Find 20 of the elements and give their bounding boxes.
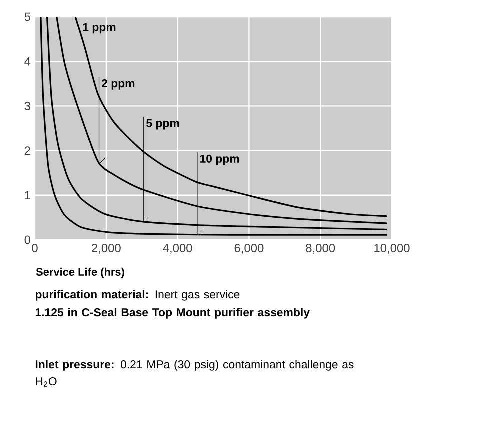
- y-tick-label: 5: [24, 12, 30, 22]
- annotation: 2 ppm: [102, 79, 135, 90]
- x-tick-label: 8,000: [306, 244, 336, 254]
- x-tick-label: 2,000: [92, 244, 121, 254]
- annotation: 10 ppm: [200, 154, 240, 166]
- text: purification material: Inert gas service: [36, 290, 240, 301]
- y-tick-label: 0: [24, 236, 31, 244]
- annotation: 1 ppm: [83, 23, 116, 34]
- y-tick-label: 2: [24, 146, 30, 155]
- x-tick-label: 0: [32, 244, 38, 252]
- x-tick-label: 4,000: [163, 244, 192, 254]
- y-tick-label: 1: [25, 191, 30, 200]
- x-tick-label: 6,000: [234, 244, 264, 254]
- text: Inlet pressure: 0.21 MPa (30 psig) contaminant challenge as H$_{2}$O: [36, 360, 354, 388]
- y-tick-label: 4: [24, 57, 31, 66]
- y-tick-label: 3: [24, 102, 30, 110]
- annotation: 5 ppm: [146, 119, 180, 130]
- x-axis-title: Service Life (hrs): [36, 268, 124, 278]
- text: 1.125 in C-Seal Base Top Mount purifier assembly: [36, 308, 310, 319]
- x-tick-label: 10,000: [374, 244, 410, 254]
